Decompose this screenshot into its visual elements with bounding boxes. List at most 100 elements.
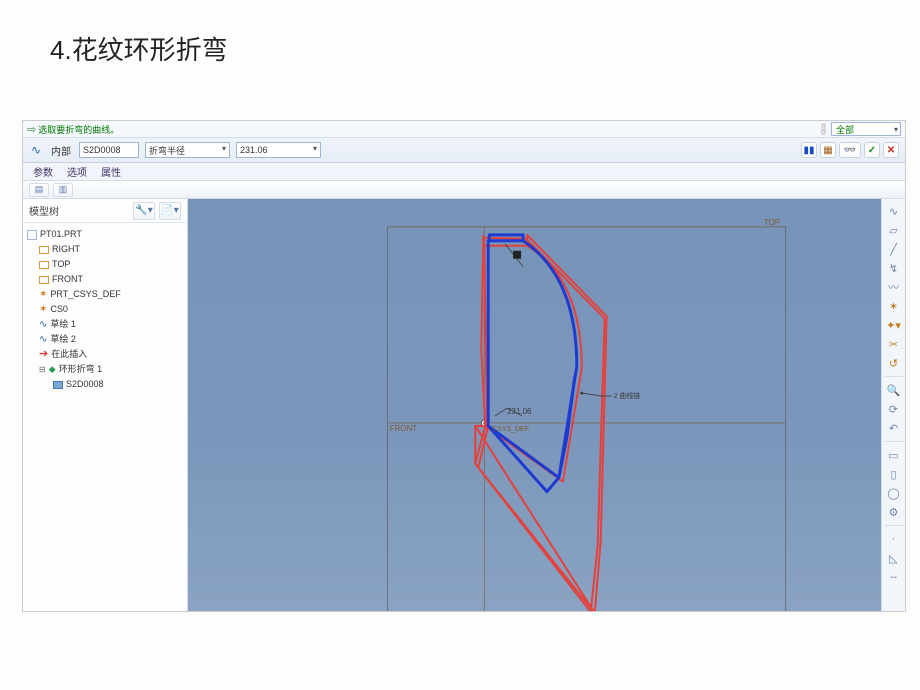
feature-icon: ◆ (49, 362, 56, 377)
selection-filter-label: 全部 (836, 123, 854, 136)
model-tree[interactable]: PT01.PRT RIGHT TOP FRONT ✶PRT_CSYS_DEF ✶… (23, 223, 187, 611)
tool-spin-icon[interactable]: ↺ (885, 355, 903, 371)
prompt-arrow-icon: ⇨ (27, 123, 36, 136)
tree-root-label: PT01.PRT (40, 227, 82, 242)
curve-icon: ∿ (29, 143, 43, 157)
tool-plane-icon[interactable]: ▱ (885, 222, 903, 238)
param-value-input[interactable]: 231.06 (236, 142, 321, 158)
separator (885, 376, 903, 377)
cancel-button[interactable]: ✕ (883, 142, 899, 158)
model-tree-panel: 模型树 🔧▾ 📄▾ PT01.PRT RIGHT TOP FRONT ✶PRT_… (23, 199, 188, 611)
tree-item-label: 在此插入 (51, 347, 87, 362)
tool-axis-icon[interactable]: ╱ (885, 241, 903, 257)
tool-dot-icon[interactable]: · (885, 531, 903, 547)
tree-item-label: 草绘 1 (50, 317, 76, 332)
right-toolbar: ∿ ▱ ╱ ↯ 〰 ✶ ✦▾ ✂ ↺ 🔍 ⟳ ↶ ▭ ▯ ◯ ⚙ · ◺ ╌ (881, 199, 905, 611)
tool-undo-icon[interactable]: ↶ (885, 420, 903, 436)
tree-item-label: FRONT (52, 272, 83, 287)
tree-item-label: 环形折弯 1 (59, 362, 103, 377)
graphics-viewport[interactable]: TOP FRONT CSYS_DEF 231.06 2 曲线链 (188, 199, 881, 611)
sketch-icon: ∿ (39, 317, 47, 332)
tool-circle-icon[interactable]: ◯ (885, 485, 903, 501)
tree-item[interactable]: ⊟◆环形折弯 1 (25, 362, 185, 377)
tool-opts-icon[interactable]: ⚙ (885, 504, 903, 520)
canvas-svg: TOP FRONT CSYS_DEF 231.06 2 曲线链 (188, 199, 881, 611)
tab-params[interactable]: 参数 (33, 164, 53, 179)
tree-settings-button[interactable]: 🔧▾ (133, 202, 155, 220)
param-label: 折弯半径 (149, 144, 185, 157)
ok-button[interactable]: ✓ (864, 142, 880, 158)
glasses-button[interactable]: 👓 (839, 142, 861, 158)
svg-text:TOP: TOP (764, 218, 780, 227)
thermometer-icon (820, 123, 827, 135)
tree-item[interactable]: ∿草绘 1 (25, 317, 185, 332)
tree-item-label: CS0 (50, 302, 68, 317)
tab-options[interactable]: 选项 (67, 164, 87, 179)
panel-btn-2[interactable]: ▥ (53, 183, 73, 197)
part-icon (27, 230, 37, 240)
param-value-text: 231.06 (240, 145, 268, 155)
tool-point-icon[interactable]: ↯ (885, 260, 903, 276)
tool-refit-icon[interactable]: ⟳ (885, 401, 903, 417)
tool-analysis-icon[interactable]: ✦▾ (885, 317, 903, 333)
svg-text:CSYS_DEF: CSYS_DEF (492, 426, 529, 433)
tree-item[interactable]: ✶PRT_CSYS_DEF (25, 287, 185, 302)
csys-icon: ✶ (39, 302, 47, 317)
separator (885, 441, 903, 442)
insert-here-icon: ➔ (39, 347, 48, 362)
dashboard-tabs: 参数 选项 属性 (23, 163, 905, 181)
tree-item-label: S2D0008 (66, 377, 104, 392)
panel-btn-1[interactable]: ▤ (29, 183, 49, 197)
tree-item[interactable]: FRONT (25, 272, 185, 287)
tree-item[interactable]: TOP (25, 257, 185, 272)
model-tree-title: 模型树 (29, 203, 59, 218)
pause-button[interactable]: ▮▮ (801, 142, 817, 158)
svg-text:231.06: 231.06 (507, 407, 532, 416)
tool-datum-curve-icon[interactable]: ∿ (885, 203, 903, 219)
tree-item-label: PRT_CSYS_DEF (50, 287, 120, 302)
tree-item-label: 草绘 2 (50, 332, 76, 347)
tree-item[interactable]: ➔在此插入 (25, 347, 185, 362)
ref-value-input[interactable]: S2D0008 (79, 142, 139, 158)
tree-show-button[interactable]: 📄▾ (159, 202, 181, 220)
panel-icon-strip: ▤ ▥ (23, 181, 905, 199)
main-area: 模型树 🔧▾ 📄▾ PT01.PRT RIGHT TOP FRONT ✶PRT_… (23, 199, 905, 611)
datum-plane-icon (39, 261, 49, 269)
param-dropdown[interactable]: 折弯半径 (145, 142, 230, 158)
model-tree-header: 模型树 🔧▾ 📄▾ (23, 199, 187, 223)
csys-icon: ✶ (39, 287, 47, 302)
tab-properties[interactable]: 属性 (101, 164, 121, 179)
tool-sketch-icon[interactable]: 〰 (885, 279, 903, 295)
tree-item[interactable]: RIGHT (25, 242, 185, 257)
cad-app-window: ⇨ 选取要折弯的曲线。 全部 ∿ 内部 S2D0008 折弯半径 231.06 … (22, 120, 906, 612)
dashboard-row: ∿ 内部 S2D0008 折弯半径 231.06 ▮▮ ▦ 👓 ✓ ✕ (23, 137, 905, 163)
separator (885, 525, 903, 526)
slide-title: 4.花纹环形折弯 (0, 0, 920, 82)
ref-label: 内部 (51, 143, 71, 158)
tree-item-label: RIGHT (52, 242, 80, 257)
dashboard-controls: ▮▮ ▦ 👓 ✓ ✕ (801, 142, 899, 158)
tool-csys-icon[interactable]: ✶ (885, 298, 903, 314)
ref-value-text: S2D0008 (83, 145, 121, 155)
datum-plane-icon (39, 246, 49, 254)
active-sketch-icon (53, 381, 63, 389)
tree-item[interactable]: ∿草绘 2 (25, 332, 185, 347)
expand-icon[interactable]: ⊟ (39, 362, 46, 377)
message-bar: ⇨ 选取要折弯的曲线。 全部 (23, 121, 905, 137)
tree-item-active[interactable]: S2D0008 (25, 377, 185, 392)
tree-root[interactable]: PT01.PRT (25, 227, 185, 242)
tool-box2-icon[interactable]: ▯ (885, 466, 903, 482)
datum-plane-icon (39, 276, 49, 284)
tool-tri-icon[interactable]: ◺ (885, 550, 903, 566)
svg-text:2 曲线链: 2 曲线链 (614, 391, 641, 400)
selection-filter-dropdown[interactable]: 全部 (831, 122, 901, 136)
tool-dash-icon[interactable]: ╌ (885, 569, 903, 585)
tool-zoom-icon[interactable]: 🔍 (885, 382, 903, 398)
tool-trim-icon[interactable]: ✂ (885, 336, 903, 352)
prompt-text: 选取要折弯的曲线。 (38, 123, 119, 136)
preview-button[interactable]: ▦ (820, 142, 836, 158)
tree-item-label: TOP (52, 257, 70, 272)
tree-item[interactable]: ✶CS0 (25, 302, 185, 317)
tool-box1-icon[interactable]: ▭ (885, 447, 903, 463)
svg-text:FRONT: FRONT (390, 424, 418, 433)
